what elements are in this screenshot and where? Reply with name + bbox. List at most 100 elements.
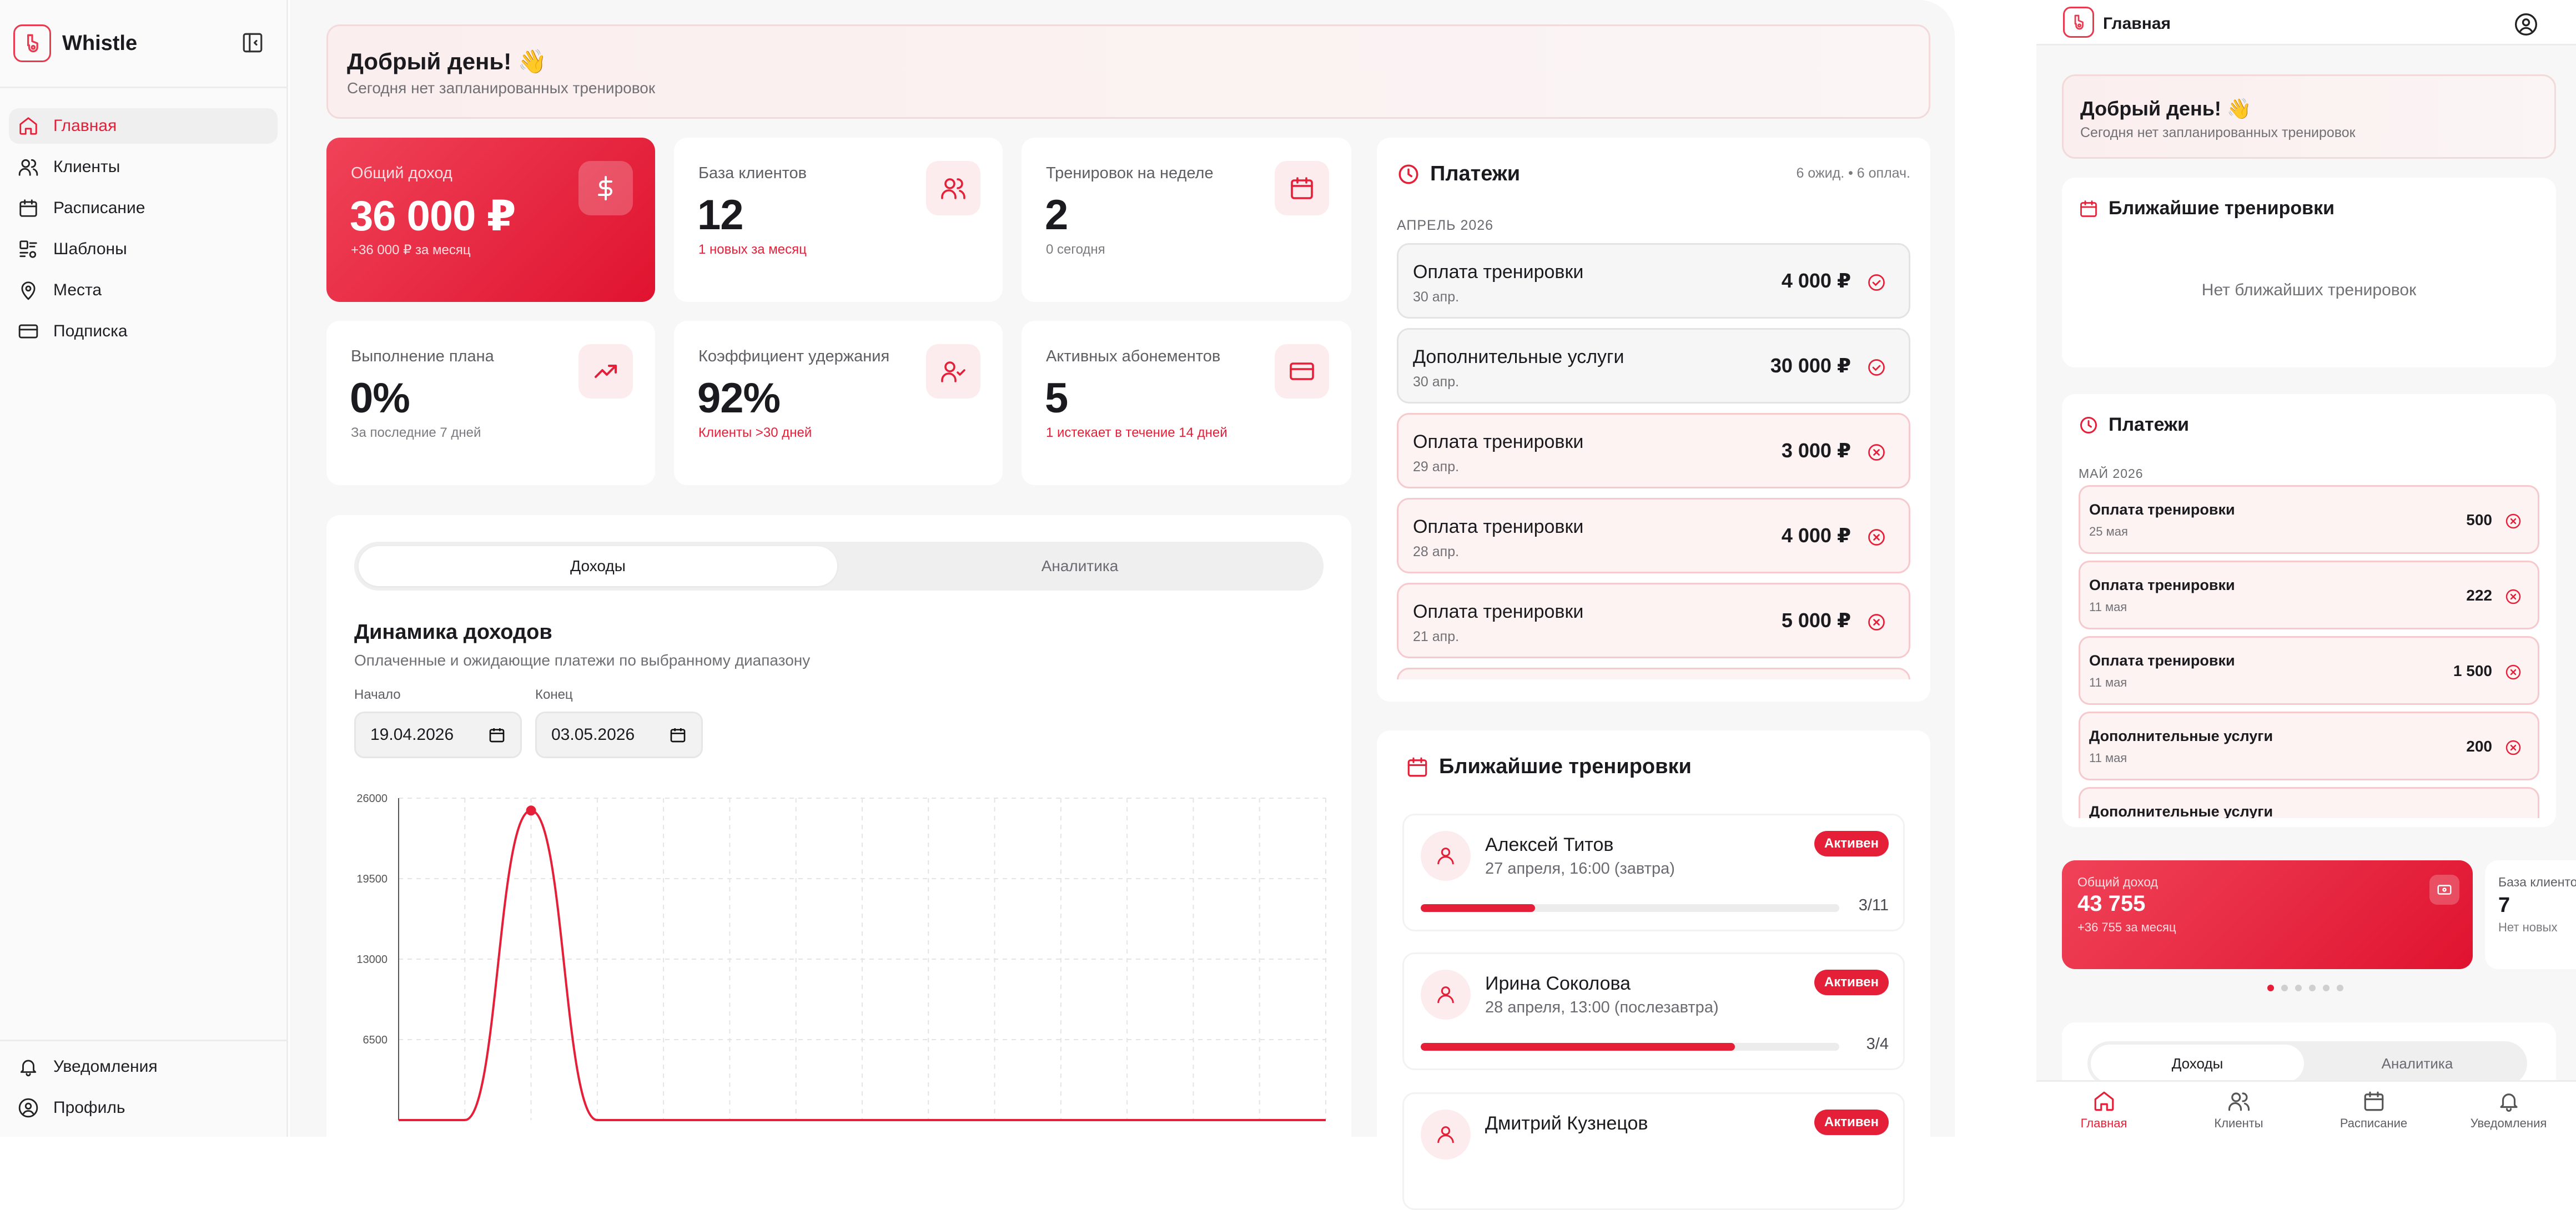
payment-date: 25 мая bbox=[2089, 525, 2128, 538]
carousel-dot[interactable] bbox=[2309, 985, 2316, 991]
carousel-dot[interactable] bbox=[2337, 985, 2343, 991]
clock-icon bbox=[2079, 415, 2099, 435]
carousel-dot[interactable] bbox=[2281, 985, 2288, 991]
x-circle-icon[interactable] bbox=[1866, 612, 1886, 632]
greeting-subtitle: Сегодня нет запланированных тренировок bbox=[347, 79, 656, 97]
mobile-upcoming-title: Ближайшие тренировки bbox=[2109, 198, 2334, 219]
home-icon bbox=[2092, 1090, 2116, 1113]
tab-clients[interactable]: Клиенты bbox=[2171, 1082, 2306, 1137]
payments-list: Оплата тренировки 30 апр. 4 000 ₽ Дополн… bbox=[1397, 243, 1910, 679]
upcoming-item[interactable]: Алексей Титов 27 апреля, 16:00 (завтра) … bbox=[1402, 814, 1905, 931]
payment-amount: 1 500 bbox=[2453, 662, 2492, 679]
x-circle-icon[interactable] bbox=[2504, 739, 2522, 757]
calendar-picker-icon[interactable] bbox=[669, 726, 687, 744]
end-date-input[interactable]: 03.05.2026 bbox=[535, 712, 703, 758]
tab-schedule[interactable]: Расписание bbox=[2306, 1082, 2441, 1137]
carousel-dot[interactable] bbox=[2267, 985, 2274, 991]
x-circle-icon[interactable] bbox=[2504, 512, 2522, 530]
sidebar-item-label: Подписка bbox=[53, 322, 128, 340]
upcoming-item[interactable]: Ирина Соколова 28 апреля, 13:00 (послеза… bbox=[1402, 952, 1905, 1070]
stat-card-clients[interactable]: База клиентов 12 1 новых за месяц bbox=[674, 138, 1003, 302]
payment-item[interactable]: Оплата тренировки 30 апр. 4 000 ₽ bbox=[1397, 243, 1910, 319]
user-avatar-icon bbox=[1421, 970, 1471, 1020]
stat-value: 5 bbox=[1045, 375, 1068, 422]
payment-name: Оплата тренировки bbox=[2089, 501, 2235, 518]
home-icon bbox=[18, 115, 39, 137]
tab-notifications[interactable]: Уведомления bbox=[2441, 1082, 2576, 1137]
mobile-payment-item[interactable]: Оплата тренировки 11 мая 1 500 bbox=[2079, 636, 2539, 705]
upcoming-item[interactable]: Дмитрий Кузнецов Активен bbox=[1402, 1092, 1905, 1210]
payment-date: 11 мая bbox=[2089, 675, 2127, 689]
chart-series-line bbox=[399, 809, 1326, 1121]
tab-income[interactable]: Доходы bbox=[359, 546, 837, 586]
mobile-stat-total-income[interactable]: Общий доход 43 755 +36 755 за месяц bbox=[2062, 860, 2473, 969]
mobile-payments-title: Платежи bbox=[2109, 414, 2190, 435]
sidebar-item-subscription[interactable]: Подписка bbox=[9, 314, 278, 349]
sidebar-item-clients[interactable]: Клиенты bbox=[9, 149, 278, 185]
stat-sub: +36 755 за месяц bbox=[2077, 920, 2176, 934]
x-circle-icon[interactable] bbox=[1866, 527, 1886, 547]
tab-analytics[interactable]: Аналитика bbox=[1041, 557, 1119, 574]
sidebar-item-profile[interactable]: Профиль bbox=[9, 1090, 278, 1126]
x-circle-icon[interactable] bbox=[2504, 588, 2522, 606]
payment-item[interactable]: Оплата тренировки 21 апр. 5 000 ₽ bbox=[1397, 583, 1910, 658]
tab-income[interactable]: Доходы bbox=[2091, 1045, 2304, 1082]
carousel-dot[interactable] bbox=[2323, 985, 2330, 991]
x-circle-icon[interactable] bbox=[2504, 663, 2522, 681]
payment-name: Дополнительные услуги bbox=[2089, 803, 2273, 818]
tab-analytics[interactable]: Аналитика bbox=[2381, 1055, 2453, 1072]
sidebar-nav: Главная Клиенты Расписание Шаблоны Места… bbox=[0, 88, 286, 349]
tab-home[interactable]: Главная bbox=[2036, 1082, 2171, 1137]
payment-item[interactable]: Оплата тренировки 29 апр. 3 000 ₽ bbox=[1397, 413, 1910, 488]
mobile-payment-item[interactable]: Оплата тренировки 11 мая 222 bbox=[2079, 561, 2539, 629]
bell-icon bbox=[18, 1056, 39, 1077]
calendar-icon bbox=[2362, 1090, 2386, 1113]
client-name: Ирина Соколова bbox=[1485, 973, 1631, 994]
payment-amount: 5 000 ₽ bbox=[1781, 609, 1851, 632]
stat-card-weekly-workouts[interactable]: Тренировок на неделе 2 0 сегодня bbox=[1022, 138, 1351, 302]
stat-value: 12 bbox=[697, 191, 744, 239]
client-name: Алексей Титов bbox=[1485, 834, 1614, 855]
mobile-payments-header: Платежи bbox=[2079, 414, 2189, 436]
mobile-stat-clients[interactable]: База клиентов 7 Нет новых bbox=[2485, 860, 2576, 969]
workout-time: 28 апреля, 13:00 (послезавтра) bbox=[1485, 999, 1719, 1016]
mobile-header: Главная bbox=[2036, 0, 2576, 46]
sidebar-bottom: Уведомления Профиль bbox=[0, 1040, 286, 1137]
stat-card-plan-completion[interactable]: Выполнение плана 0% За последние 7 дней bbox=[326, 321, 655, 485]
sidebar-item-places[interactable]: Места bbox=[9, 273, 278, 308]
stat-card-active-subscriptions[interactable]: Активных абонементов 5 1 истекает в тече… bbox=[1022, 321, 1351, 485]
sidebar-item-schedule[interactable]: Расписание bbox=[9, 190, 278, 226]
mobile-header-title: Главная bbox=[2103, 14, 2171, 33]
stat-sub: +36 000 ₽ за месяц bbox=[351, 243, 471, 258]
user-circle-icon[interactable] bbox=[2514, 12, 2538, 37]
sidebar-item-home[interactable]: Главная bbox=[9, 108, 278, 144]
user-check-icon bbox=[926, 344, 980, 399]
sidebar-item-label: Профиль bbox=[53, 1098, 125, 1117]
payment-name: Оплата тренировки bbox=[2089, 652, 2235, 669]
mobile-payment-item[interactable]: Дополнительные услуги 11 мая 200 bbox=[2079, 712, 2539, 780]
sidebar-item-notifications[interactable]: Уведомления bbox=[9, 1049, 278, 1085]
carousel-dots[interactable] bbox=[2267, 985, 2351, 991]
calendar-picker-icon[interactable] bbox=[488, 726, 506, 744]
check-circle-icon[interactable] bbox=[1866, 273, 1886, 293]
carousel-dot[interactable] bbox=[2295, 985, 2302, 991]
mobile-payments-card: Платежи МАЙ 2026 Оплата тренировки 25 ма… bbox=[2062, 394, 2556, 827]
stat-sub: 0 сегодня bbox=[1046, 242, 1105, 257]
mobile-greeting-title: Добрый день! 👋 bbox=[2080, 97, 2252, 120]
sidebar-item-templates[interactable]: Шаблоны bbox=[9, 231, 278, 267]
mobile-payment-item[interactable]: Оплата тренировки 25 мая 500 bbox=[2079, 485, 2539, 554]
collapse-sidebar-icon[interactable] bbox=[241, 31, 264, 54]
stat-card-retention[interactable]: Коэффициент удержания 92% Клиенты >30 дн… bbox=[674, 321, 1003, 485]
sidebar-item-label: Места bbox=[53, 281, 102, 299]
credit-card-icon bbox=[18, 321, 39, 342]
payment-item[interactable]: Оплата тренировки 28 апр. 4 000 ₽ bbox=[1397, 498, 1910, 573]
payment-item[interactable] bbox=[1397, 668, 1910, 679]
x-circle-icon[interactable] bbox=[1866, 442, 1886, 462]
brand: Whistle bbox=[0, 0, 286, 88]
start-date-input[interactable]: 19.04.2026 bbox=[354, 712, 522, 758]
check-circle-icon[interactable] bbox=[1866, 357, 1886, 377]
payment-item[interactable]: Дополнительные услуги 30 апр. 30 000 ₽ bbox=[1397, 328, 1910, 404]
mobile-payment-item[interactable]: Дополнительные услуги bbox=[2079, 787, 2539, 818]
stat-value: 7 bbox=[2498, 894, 2510, 917]
stat-card-total-income[interactable]: Общий доход 36 000 ₽ +36 000 ₽ за месяц bbox=[326, 138, 655, 302]
